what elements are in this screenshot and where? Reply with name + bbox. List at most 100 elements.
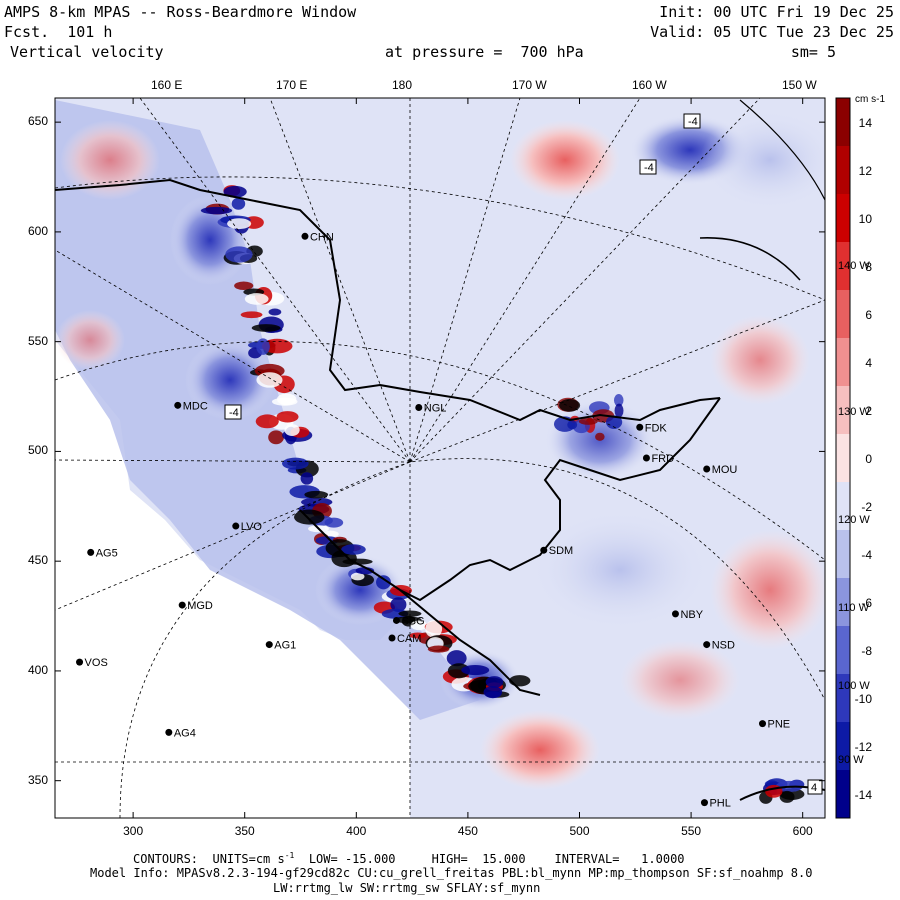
longitude-line bbox=[409, 299, 825, 463]
mountain-wave-cell bbox=[223, 185, 247, 198]
colorbar-label: -10 bbox=[854, 692, 872, 706]
x-tick-label: 600 bbox=[792, 824, 813, 838]
station-marker bbox=[671, 610, 679, 618]
contour-label: -4 bbox=[688, 116, 698, 128]
colorbar-swatch bbox=[836, 290, 850, 338]
station-marker bbox=[232, 522, 240, 530]
station-marker bbox=[636, 423, 644, 431]
colorbar-label: 6 bbox=[865, 308, 872, 322]
contour-low: LOW= -15.000 bbox=[308, 852, 396, 866]
field-name: Vertical velocity bbox=[10, 43, 164, 61]
pink-patch bbox=[480, 710, 600, 790]
station-marker bbox=[415, 404, 423, 412]
x-tick-label: 450 bbox=[457, 824, 478, 838]
contour-units: UNITS=cm s bbox=[212, 852, 285, 866]
coastline bbox=[699, 237, 801, 281]
contour-label-box bbox=[639, 159, 657, 175]
longitude-line bbox=[269, 98, 411, 463]
station-label: FDK bbox=[645, 422, 668, 434]
x-tick-label: 350 bbox=[234, 824, 255, 838]
contour-label: 4 bbox=[811, 782, 817, 794]
contour-label-box bbox=[807, 779, 823, 795]
mountain-wave-cell bbox=[268, 430, 284, 445]
convective-cell bbox=[559, 398, 581, 412]
coastline bbox=[55, 178, 721, 422]
station-marker bbox=[388, 634, 396, 642]
station-label: CHN bbox=[310, 231, 334, 243]
colorbar-label: 2 bbox=[865, 404, 872, 418]
blue-patch bbox=[700, 110, 825, 210]
graticule bbox=[55, 98, 825, 818]
colorbar-label: 10 bbox=[858, 212, 872, 226]
y-tick-label: 600 bbox=[27, 223, 48, 238]
station-label: MOU bbox=[712, 464, 738, 476]
side-longitude-label: 140 W bbox=[838, 260, 870, 272]
mountain-wave-cell bbox=[255, 414, 279, 429]
mountain-wave-cell bbox=[483, 686, 503, 699]
colorbar-swatch bbox=[836, 194, 850, 242]
station-marker bbox=[392, 616, 400, 624]
y-tick-label: 400 bbox=[27, 662, 48, 677]
mountain-wave-cell bbox=[446, 650, 467, 667]
station-label: FRD bbox=[651, 453, 674, 465]
colorbar-swatch bbox=[836, 770, 850, 818]
station-label: AG4 bbox=[174, 727, 196, 739]
longitude-line bbox=[409, 98, 761, 463]
ice-shelf-edge bbox=[299, 397, 721, 602]
colorbar-swatch bbox=[836, 626, 850, 674]
mountain-wave-cell bbox=[341, 544, 366, 555]
mountain-wave-cell bbox=[427, 645, 450, 653]
mountain-wave-cell bbox=[350, 572, 365, 581]
mountain-wave-cell bbox=[409, 632, 427, 639]
x-tick-label: 400 bbox=[346, 824, 367, 838]
station-label: NBY bbox=[680, 609, 703, 621]
colorbar-swatch bbox=[836, 146, 850, 194]
y-tick-label: 550 bbox=[27, 333, 48, 348]
station-marker bbox=[301, 232, 309, 240]
valid-time: Valid: 05 UTC Tue 23 Dec 25 bbox=[650, 23, 894, 41]
longitude-label: 150 W bbox=[782, 78, 817, 92]
station-marker bbox=[178, 601, 186, 609]
mountain-wave-cell bbox=[225, 246, 253, 263]
mountain-wave-cell bbox=[300, 472, 314, 485]
station-marker bbox=[165, 728, 173, 736]
convective-cell bbox=[613, 394, 624, 407]
colorbar-swatch bbox=[836, 674, 850, 722]
station-label: LVO bbox=[241, 521, 263, 533]
mountain-wave-cell bbox=[231, 197, 246, 210]
station-marker bbox=[642, 454, 650, 462]
station-label: CAM bbox=[397, 633, 421, 645]
pink-patch bbox=[620, 640, 740, 720]
contour-label: -4 bbox=[644, 162, 654, 174]
colorbar-swatch bbox=[836, 722, 850, 770]
convective-cell bbox=[614, 403, 624, 418]
station-marker bbox=[76, 658, 84, 666]
side-longitude-label: 100 W bbox=[838, 680, 870, 692]
latitude-line bbox=[55, 176, 825, 301]
mountain-wave-cell bbox=[425, 620, 443, 638]
transantarctic-mountains-signal bbox=[200, 185, 805, 804]
station-label: AG5 bbox=[96, 547, 118, 559]
colorbar-label: 14 bbox=[858, 116, 872, 130]
pink-patch bbox=[710, 315, 810, 405]
contour-units-exponent: -1 bbox=[284, 851, 295, 860]
colorbar-swatch bbox=[836, 98, 850, 146]
forecast-label-text: Fcst. bbox=[4, 23, 50, 41]
colorbar-label: -4 bbox=[861, 548, 872, 562]
mountain-wave-cell bbox=[234, 281, 254, 291]
colorbar-swatch bbox=[836, 530, 850, 578]
colorbar-label: -6 bbox=[861, 596, 872, 610]
station-label: MDC bbox=[183, 400, 208, 412]
colorbar-label: 4 bbox=[865, 356, 872, 370]
colorbar-label: 0 bbox=[865, 452, 872, 466]
mountain-wave-cell bbox=[244, 293, 269, 305]
contour-label-box bbox=[224, 404, 242, 420]
station-marker bbox=[703, 641, 711, 649]
station-label: PHL bbox=[709, 798, 730, 810]
station-label: PNE bbox=[768, 719, 791, 731]
y-tick-label: 650 bbox=[27, 114, 48, 129]
mountain-wave-cell bbox=[509, 675, 531, 687]
longitude-label: 160 E bbox=[151, 78, 183, 92]
mountain-wave-cell bbox=[261, 338, 293, 354]
